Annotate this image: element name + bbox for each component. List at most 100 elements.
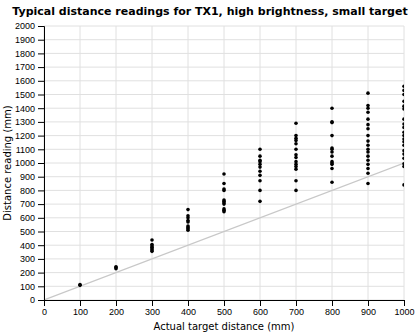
grid-line (44, 121, 404, 122)
tick-mark (38, 163, 44, 164)
point (258, 174, 262, 178)
tick-label: 1000 (15, 158, 35, 168)
chart: 0100200300400500600700800900100001002003… (0, 0, 420, 336)
point (402, 117, 404, 121)
tick: 800 (325, 300, 340, 317)
grid-line (44, 108, 404, 109)
point (366, 127, 370, 131)
tick-mark (368, 300, 369, 306)
tick-label: 700 (289, 307, 304, 317)
point (222, 172, 226, 176)
tick-mark (38, 40, 44, 41)
tick-mark (332, 300, 333, 306)
point (294, 160, 298, 164)
point (402, 162, 404, 166)
point (294, 121, 298, 125)
point (330, 146, 334, 150)
tick: 1100 (16, 145, 44, 155)
tick-label: 200 (109, 307, 124, 317)
tick: 1900 (15, 35, 44, 45)
point (402, 143, 404, 147)
point (330, 180, 334, 184)
grid-line (44, 39, 404, 40)
point (114, 265, 118, 269)
tick-mark (296, 300, 297, 306)
tick-label: 800 (325, 307, 340, 317)
tick: 700 (289, 300, 304, 317)
point (258, 189, 262, 193)
tick: 1300 (15, 117, 44, 127)
tick: 300 (20, 254, 44, 264)
tick-label: 1700 (15, 62, 35, 72)
tick: 100 (20, 282, 44, 292)
tick-label: 500 (217, 307, 232, 317)
tick-mark (404, 300, 405, 306)
grid-line (44, 286, 404, 287)
grid-line (44, 53, 404, 54)
tick: 2000 (15, 21, 44, 31)
point (402, 104, 404, 108)
plot: 0100200300400500600700800900100001002003… (15, 21, 415, 317)
point (402, 84, 404, 88)
point (294, 153, 298, 157)
tick-label: 1000 (394, 307, 414, 317)
tick: 200 (109, 300, 124, 317)
point (114, 266, 118, 270)
point (366, 154, 370, 158)
tick-mark (38, 177, 44, 178)
point (330, 106, 334, 110)
tick-mark (224, 300, 225, 306)
axis-line (38, 27, 45, 301)
axis-line (45, 301, 405, 307)
point (366, 158, 370, 162)
tick: 700 (20, 199, 44, 209)
tick: 1800 (15, 49, 44, 59)
point (366, 134, 370, 138)
point (330, 167, 334, 171)
grid-line (44, 245, 404, 246)
point (366, 171, 370, 175)
tick-label: 400 (20, 241, 35, 251)
grid-line (44, 163, 404, 164)
point (402, 183, 404, 187)
point (186, 224, 190, 228)
tick-label: 600 (20, 213, 35, 223)
point (78, 283, 82, 287)
tick: 900 (20, 172, 44, 182)
tick: 900 (361, 300, 376, 317)
y-axis: 0100200300400500600700800900100011001200… (15, 21, 45, 305)
point (402, 156, 404, 160)
tick: 1400 (15, 104, 44, 114)
tick-label: 1800 (15, 49, 35, 59)
point (186, 208, 190, 212)
point (402, 137, 404, 141)
tick-label: 1900 (15, 35, 35, 45)
tick-mark (38, 273, 44, 274)
point (294, 134, 298, 138)
tick-label: 900 (20, 172, 35, 182)
tick-mark (116, 300, 117, 306)
tick-label: 900 (361, 307, 376, 317)
point (78, 284, 82, 288)
tick: 500 (20, 227, 44, 237)
point (258, 154, 262, 158)
point (402, 100, 404, 104)
point (258, 200, 262, 204)
tick-label: 300 (20, 254, 35, 264)
point (330, 154, 334, 158)
tick: 400 (181, 300, 196, 317)
tick-mark (38, 122, 44, 123)
tick-mark (38, 95, 44, 96)
point (258, 148, 262, 152)
grid-line (44, 67, 404, 68)
point (402, 134, 404, 138)
point (150, 238, 154, 242)
point (366, 104, 370, 108)
point (366, 163, 370, 167)
x-axis: 01002003004005006007008009001000 (42, 300, 415, 317)
tick: 500 (217, 300, 232, 317)
tick-mark (38, 204, 44, 205)
tick-mark (38, 286, 44, 287)
point (222, 207, 226, 211)
tick-mark (38, 190, 44, 191)
